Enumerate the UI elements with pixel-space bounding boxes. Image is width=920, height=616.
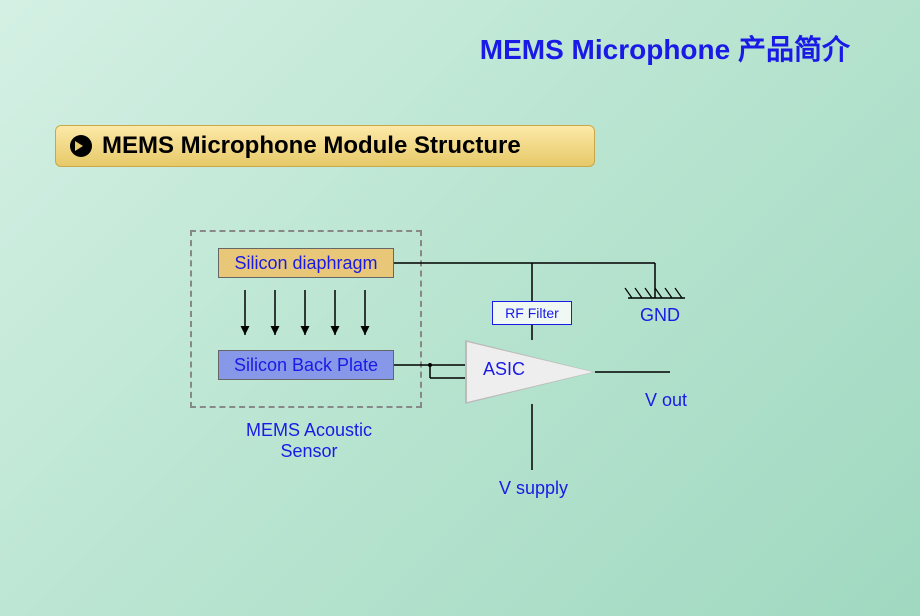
label-mems-sensor: MEMS Acoustic Sensor — [224, 420, 394, 462]
node-silicon-backplate: Silicon Back Plate — [218, 350, 394, 380]
page-title: MEMS Microphone 产品简介 — [480, 28, 850, 68]
section-header: MEMS Microphone Module Structure — [55, 125, 595, 167]
label-v-supply: V supply — [499, 478, 568, 499]
node-asic-label: ASIC — [483, 359, 525, 380]
section-header-text: MEMS Microphone Module Structure — [102, 132, 521, 160]
label-gnd: GND — [640, 305, 680, 326]
label-v-out: V out — [645, 390, 687, 411]
bullet-icon — [70, 135, 92, 157]
node-silicon-diaphragm: Silicon diaphragm — [218, 248, 394, 278]
node-rf-filter: RF Filter — [492, 301, 572, 325]
diagram-container: Silicon diaphragm Silicon Back Plate RF … — [190, 230, 790, 510]
